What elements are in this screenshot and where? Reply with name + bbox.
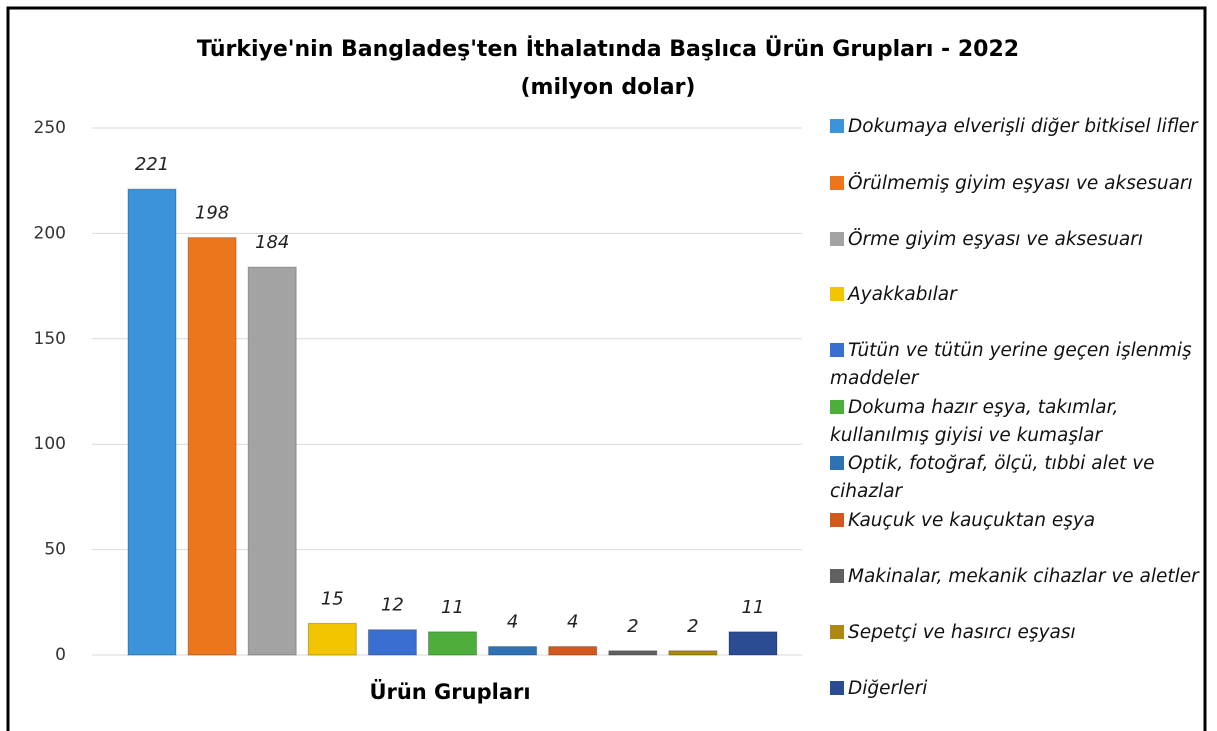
data-label: 184 xyxy=(255,232,289,253)
y-tick-label: 0 xyxy=(55,645,66,665)
legend-item: Kauçuk ve kauçuktan eşya xyxy=(830,507,1200,535)
legend-label: Sepetçi ve hasırcı eşyası xyxy=(848,622,1076,643)
bar xyxy=(247,266,297,656)
legend-item: Makinalar, mekanik cihazlar ve aletler xyxy=(830,563,1200,591)
legend-label: Ayakkabılar xyxy=(848,284,957,305)
legend-swatch xyxy=(830,513,844,527)
legend-label: Makinalar, mekanik cihazlar ve aletler xyxy=(848,566,1199,587)
data-label: 12 xyxy=(381,595,404,616)
bar xyxy=(127,188,177,656)
bar xyxy=(428,631,477,656)
frame xyxy=(6,6,1207,731)
legend-item: Sepetçi ve hasırcı eşyası xyxy=(830,619,1200,647)
bar xyxy=(367,629,417,656)
legend-swatch xyxy=(830,681,844,695)
data-label: 221 xyxy=(135,154,169,175)
legend-label: Örülmemiş giyim eşyası ve aksesuarı xyxy=(848,173,1193,194)
legend-swatch xyxy=(830,287,844,301)
data-label: 198 xyxy=(195,203,229,224)
legend-swatch xyxy=(830,176,844,190)
bar xyxy=(668,650,718,656)
legend-swatch xyxy=(830,569,844,583)
legend-swatch xyxy=(830,400,844,414)
legend-swatch xyxy=(830,119,844,133)
legend-swatch xyxy=(830,343,844,357)
legend-label: Dokuma hazır eşya, takımlar, kullanılmış… xyxy=(830,397,1119,446)
chart-subtitle: (milyon dolar) xyxy=(521,75,696,100)
legend-label: Dokumaya elverişli diğer bitkisel lifler xyxy=(848,116,1198,137)
y-tick-label: 100 xyxy=(34,434,66,454)
legend-item: Ayakkabılar xyxy=(830,281,1200,309)
data-label: 4 xyxy=(507,612,518,633)
x-axis-label: Ürün Grupları xyxy=(369,679,530,704)
legend-item: Dokuma hazır eşya, takımlar, kullanılmış… xyxy=(830,394,1200,450)
legend-swatch xyxy=(830,625,844,639)
legend-label: Tütün ve tütün yerine geçen işlenmiş mad… xyxy=(830,340,1192,389)
legend-item: Örme giyim eşyası ve aksesuarı xyxy=(830,226,1200,254)
legend-label: Örme giyim eşyası ve aksesuarı xyxy=(848,229,1144,250)
data-label: 2 xyxy=(687,616,698,637)
data-label: 11 xyxy=(742,597,765,618)
legend-swatch xyxy=(830,456,844,470)
chart-title: Türkiye'nin Bangladeş'ten İthalatında Ba… xyxy=(197,36,1019,62)
legend-label: Optik, fotoğraf, ölçü, tıbbi alet ve cih… xyxy=(830,453,1155,502)
bar xyxy=(307,622,357,656)
bar xyxy=(608,650,658,656)
y-tick-label: 50 xyxy=(44,540,66,560)
legend-item: Dokumaya elverişli diğer bitkisel lifler xyxy=(830,113,1200,141)
legend-item: Diğerleri xyxy=(830,675,1200,703)
data-label: 11 xyxy=(441,597,464,618)
y-tick-label: 150 xyxy=(34,329,66,349)
y-tick-label: 200 xyxy=(34,223,66,243)
legend-item: Optik, fotoğraf, ölçü, tıbbi alet ve cih… xyxy=(830,450,1200,506)
bar xyxy=(728,631,778,656)
data-label: 2 xyxy=(627,616,638,637)
data-label: 4 xyxy=(567,612,578,633)
bar xyxy=(548,646,598,656)
legend-item: Tütün ve tütün yerine geçen işlenmiş mad… xyxy=(830,337,1200,393)
y-tick-label: 250 xyxy=(34,118,66,138)
bar xyxy=(187,237,237,656)
legend-item: Örülmemiş giyim eşyası ve aksesuarı xyxy=(830,170,1200,198)
data-label: 15 xyxy=(321,588,344,609)
legend-label: Diğerleri xyxy=(848,678,928,699)
bar xyxy=(488,646,538,656)
legend-swatch xyxy=(830,232,844,246)
legend-label: Kauçuk ve kauçuktan eşya xyxy=(848,510,1096,531)
